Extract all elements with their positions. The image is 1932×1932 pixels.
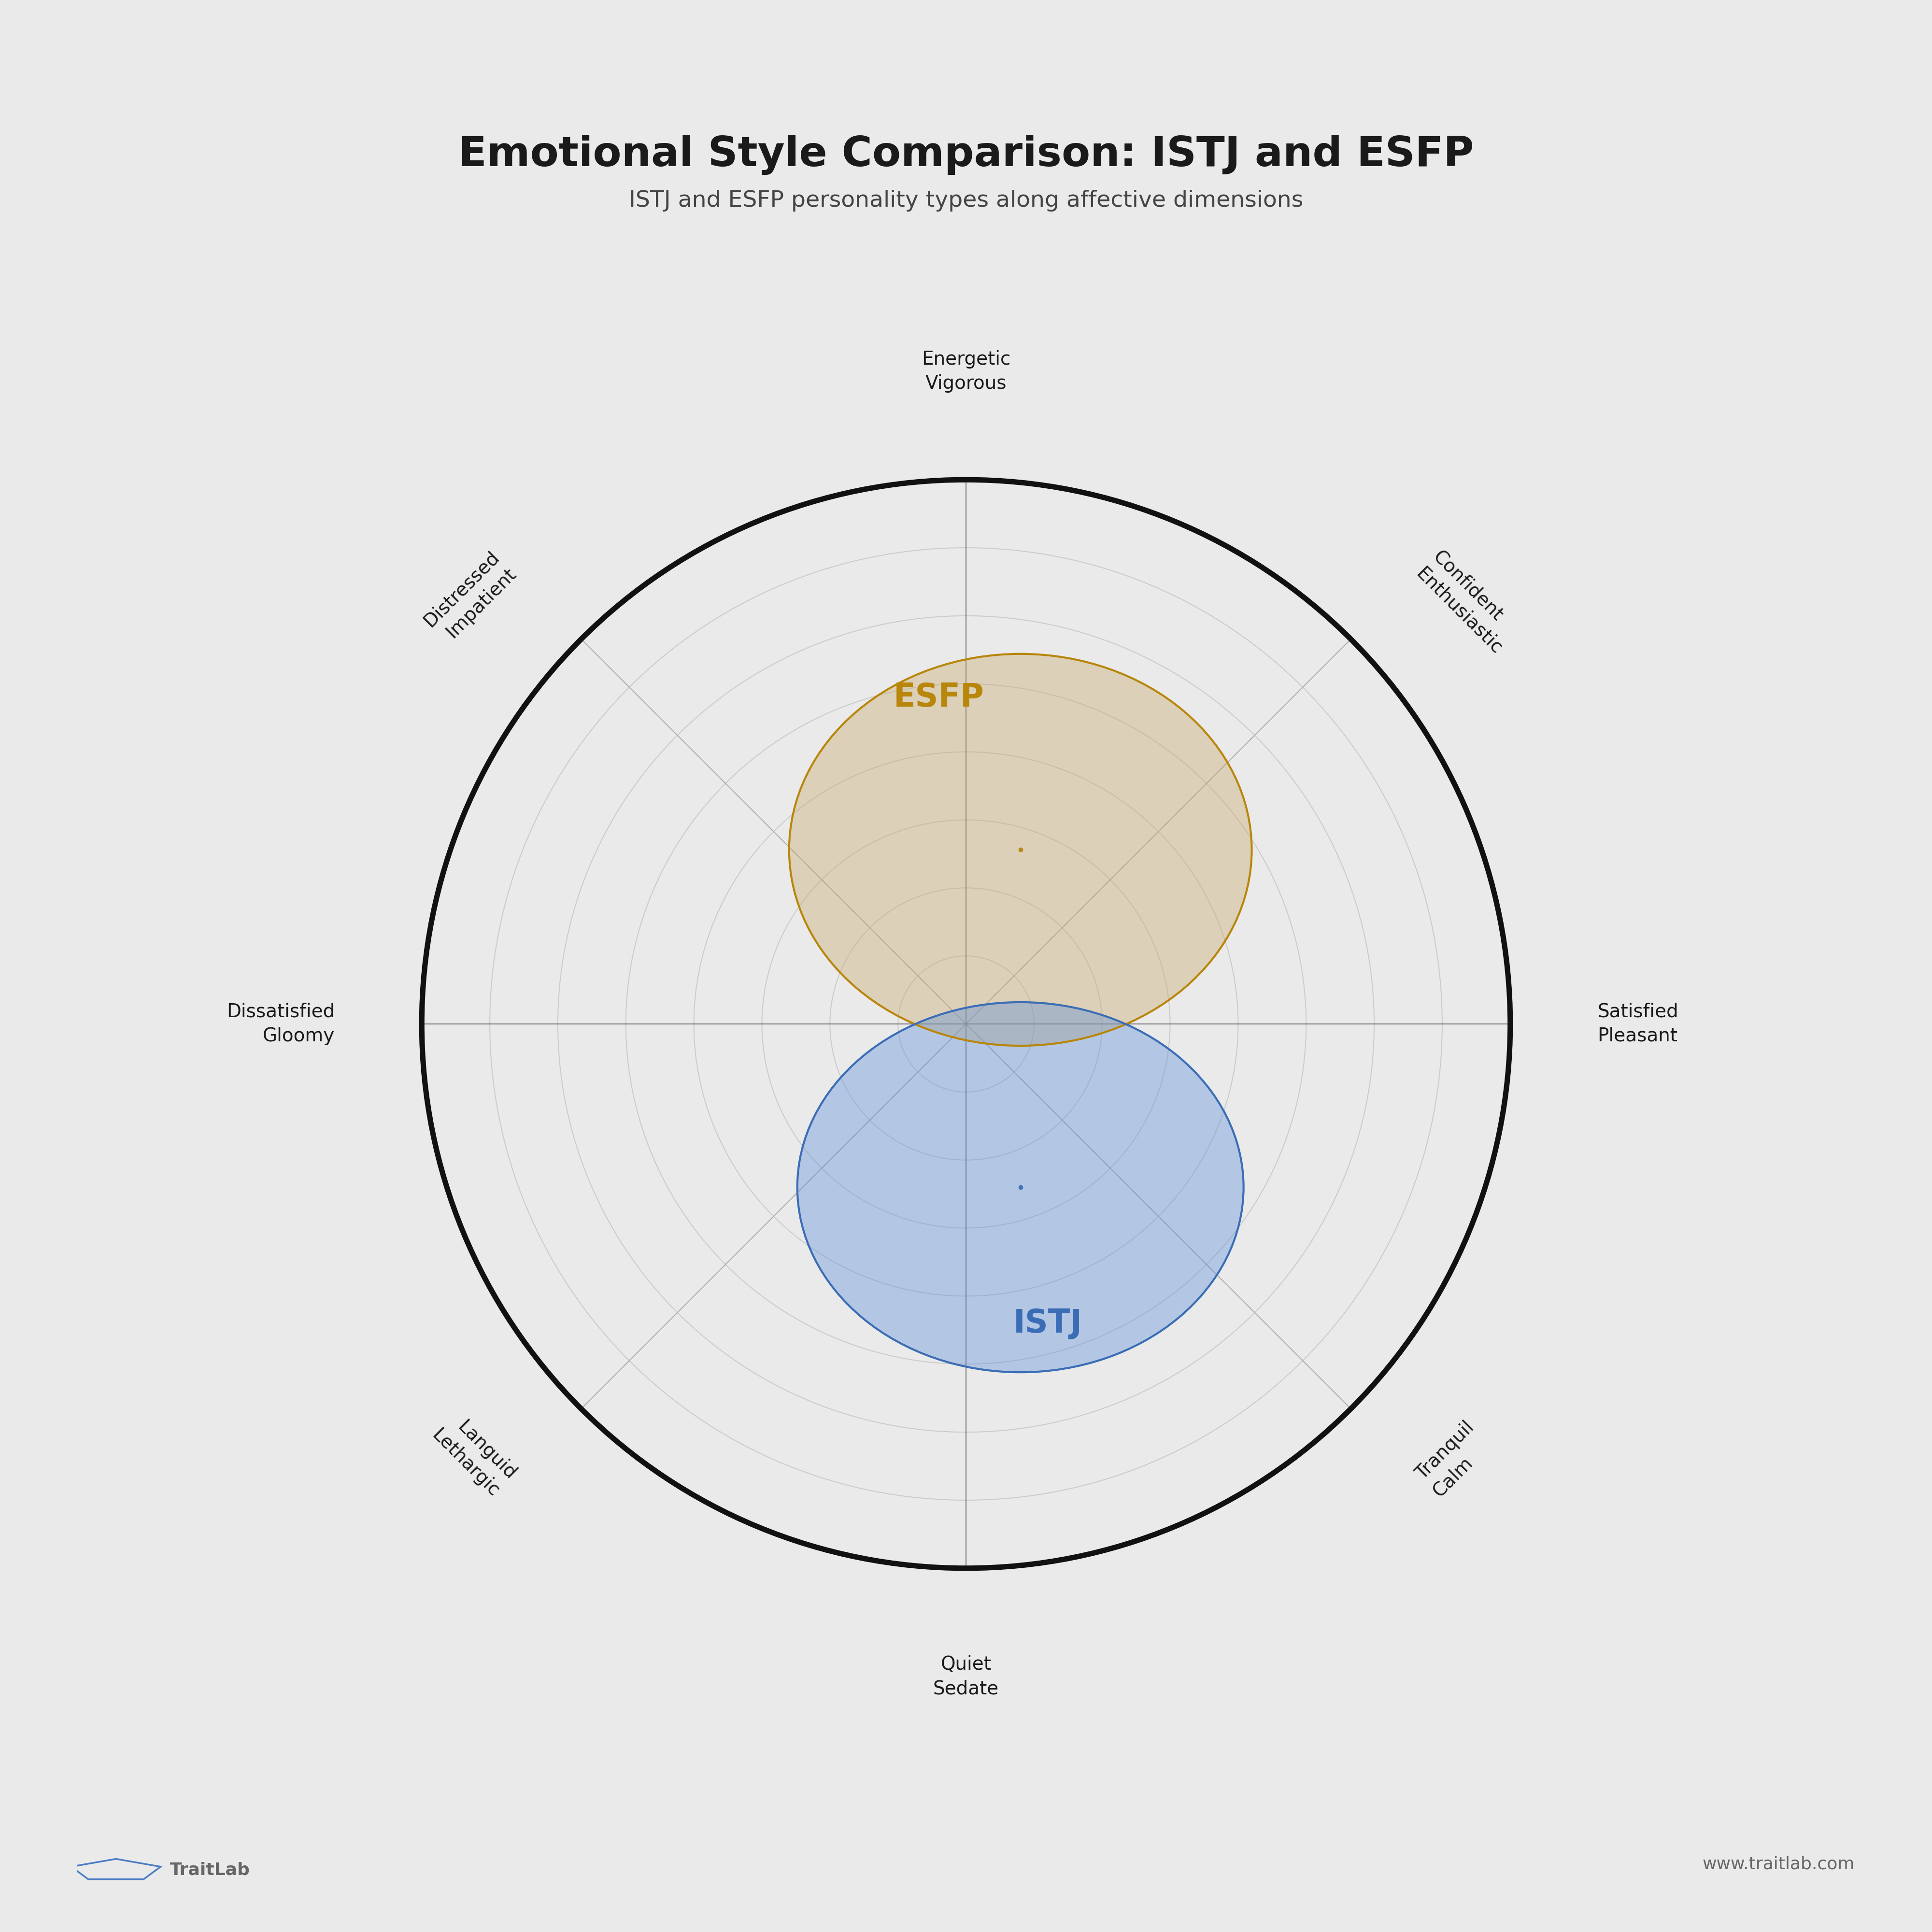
Text: Languid
Lethargic: Languid Lethargic	[427, 1408, 520, 1501]
Text: Confident
Enthusiastic: Confident Enthusiastic	[1412, 547, 1522, 659]
Text: ISTJ and ESFP personality types along affective dimensions: ISTJ and ESFP personality types along af…	[628, 189, 1304, 213]
Text: www.traitlab.com: www.traitlab.com	[1702, 1857, 1855, 1872]
Text: Emotional Style Comparison: ISTJ and ESFP: Emotional Style Comparison: ISTJ and ESF…	[458, 135, 1474, 174]
Text: Quiet
Sedate: Quiet Sedate	[933, 1656, 999, 1698]
Ellipse shape	[798, 1003, 1244, 1372]
Ellipse shape	[788, 653, 1252, 1045]
Text: Dissatisfied
Gloomy: Dissatisfied Gloomy	[226, 1003, 334, 1045]
Text: Satisfied
Pleasant: Satisfied Pleasant	[1598, 1003, 1679, 1045]
Text: Energetic
Vigorous: Energetic Vigorous	[922, 350, 1010, 392]
Text: TraitLab: TraitLab	[170, 1862, 249, 1878]
Text: ISTJ: ISTJ	[1012, 1308, 1082, 1339]
Text: ESFP: ESFP	[893, 682, 983, 713]
Text: Tranquil
Calm: Tranquil Calm	[1412, 1418, 1495, 1501]
Text: Distressed
Impatient: Distressed Impatient	[419, 547, 520, 647]
